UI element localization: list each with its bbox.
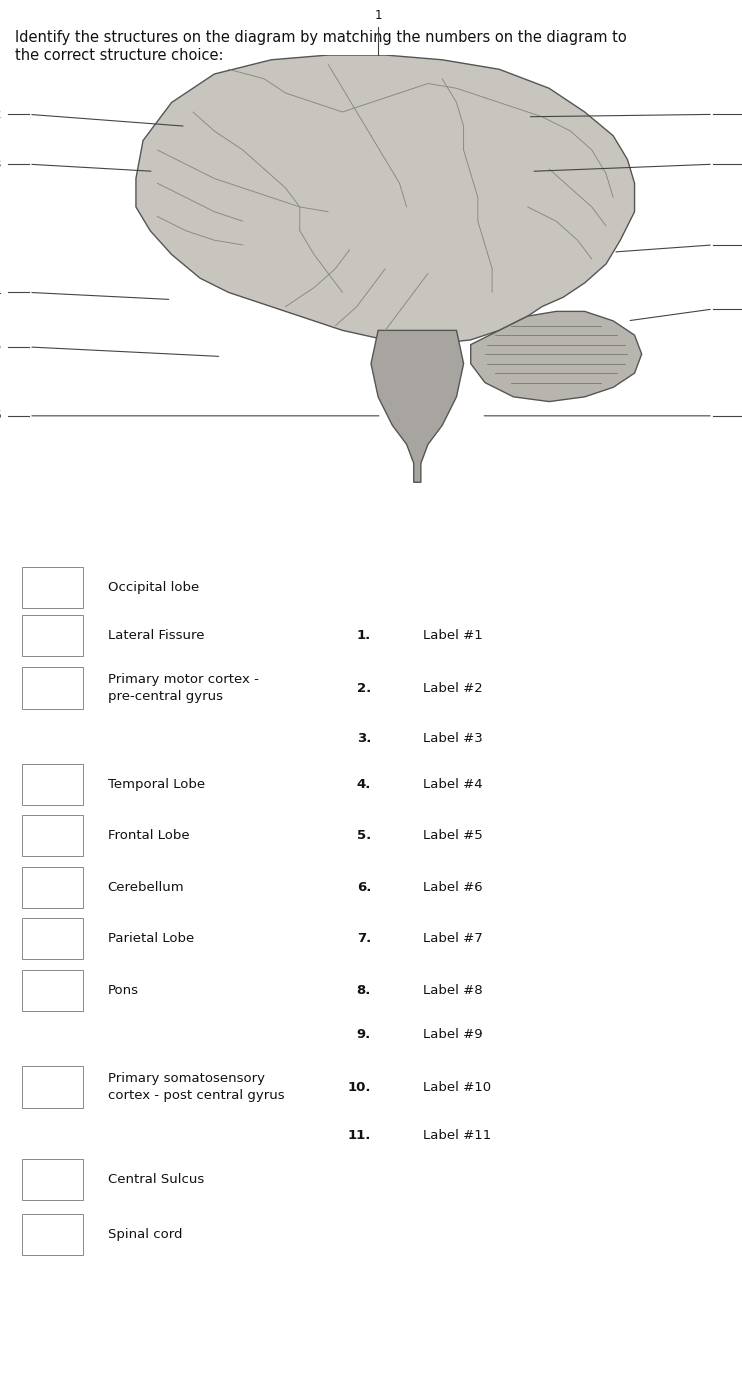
Text: v: v xyxy=(67,1174,73,1185)
Text: Pons: Pons xyxy=(108,984,139,998)
Text: Label #2: Label #2 xyxy=(423,681,483,695)
Text: Occipital lobe: Occipital lobe xyxy=(108,581,199,594)
Text: 3.: 3. xyxy=(357,732,371,746)
Text: 1.: 1. xyxy=(357,629,371,643)
Text: v: v xyxy=(67,933,73,944)
Text: 4.: 4. xyxy=(357,777,371,791)
Text: Lateral Fissure: Lateral Fissure xyxy=(108,629,204,643)
Text: v: v xyxy=(67,630,73,641)
Text: Label #3: Label #3 xyxy=(423,732,483,746)
Text: Spinal cord: Spinal cord xyxy=(108,1227,182,1241)
Text: v: v xyxy=(67,779,73,790)
Text: v: v xyxy=(67,985,73,996)
Text: Cerebellum: Cerebellum xyxy=(108,881,184,894)
Text: v: v xyxy=(67,1229,73,1240)
PathPatch shape xyxy=(371,330,464,483)
Text: 11.: 11. xyxy=(347,1128,371,1142)
Text: Central Sulcus: Central Sulcus xyxy=(108,1172,204,1186)
Text: 2.: 2. xyxy=(357,681,371,695)
Text: Label #4: Label #4 xyxy=(423,777,482,791)
Text: v: v xyxy=(67,882,73,893)
Text: v: v xyxy=(67,1082,73,1093)
Text: Identify the structures on the diagram by matching the numbers on the diagram to: Identify the structures on the diagram b… xyxy=(15,30,626,63)
Text: Label #11: Label #11 xyxy=(423,1128,491,1142)
Text: 9.: 9. xyxy=(357,1028,371,1042)
Text: Label #9: Label #9 xyxy=(423,1028,482,1042)
FancyBboxPatch shape xyxy=(22,567,83,608)
Text: Label #7: Label #7 xyxy=(423,932,483,945)
Text: 6.: 6. xyxy=(357,881,371,894)
PathPatch shape xyxy=(136,55,634,344)
Text: 1: 1 xyxy=(375,8,382,22)
Text: Label #5: Label #5 xyxy=(423,828,483,842)
Text: 7.: 7. xyxy=(357,932,371,945)
Text: Primary motor cortex -
pre-central gyrus: Primary motor cortex - pre-central gyrus xyxy=(108,673,258,703)
FancyBboxPatch shape xyxy=(22,667,83,709)
Text: v: v xyxy=(67,582,73,593)
Text: Frontal Lobe: Frontal Lobe xyxy=(108,828,189,842)
Text: Label #1: Label #1 xyxy=(423,629,483,643)
Text: 5.: 5. xyxy=(357,828,371,842)
Text: Primary somatosensory
cortex - post central gyrus: Primary somatosensory cortex - post cent… xyxy=(108,1072,284,1102)
Text: v: v xyxy=(67,682,73,694)
Text: 8.: 8. xyxy=(357,984,371,998)
Text: 6: 6 xyxy=(39,984,47,998)
Text: Label #10: Label #10 xyxy=(423,1080,491,1094)
FancyBboxPatch shape xyxy=(22,764,83,805)
FancyBboxPatch shape xyxy=(22,970,83,1011)
FancyBboxPatch shape xyxy=(22,1066,83,1108)
FancyBboxPatch shape xyxy=(22,615,83,656)
Text: 7: 7 xyxy=(39,1227,47,1241)
FancyBboxPatch shape xyxy=(22,918,83,959)
Text: Temporal Lobe: Temporal Lobe xyxy=(108,777,205,791)
Text: 10.: 10. xyxy=(347,1080,371,1094)
Text: v: v xyxy=(67,830,73,841)
FancyBboxPatch shape xyxy=(22,815,83,856)
FancyBboxPatch shape xyxy=(22,867,83,908)
Text: Parietal Lobe: Parietal Lobe xyxy=(108,932,194,945)
FancyBboxPatch shape xyxy=(22,1159,83,1200)
Text: Label #6: Label #6 xyxy=(423,881,482,894)
PathPatch shape xyxy=(470,311,642,402)
Text: 8: 8 xyxy=(39,881,47,894)
FancyBboxPatch shape xyxy=(22,1214,83,1255)
Text: Label #8: Label #8 xyxy=(423,984,482,998)
